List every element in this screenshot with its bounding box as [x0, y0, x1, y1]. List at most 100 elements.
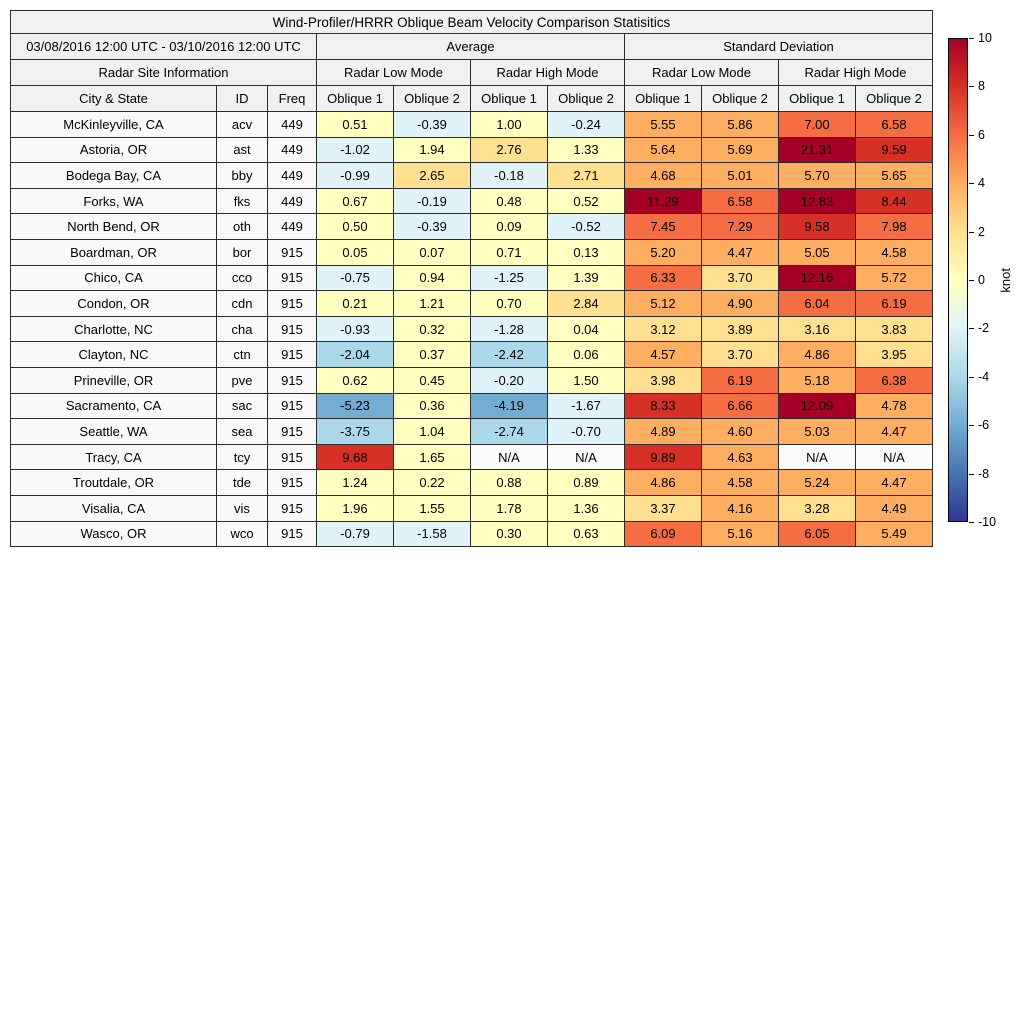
value-cell: 1.00: [470, 111, 548, 138]
site-id-cell: sac: [216, 392, 268, 420]
value-cell: 0.05: [316, 238, 394, 266]
value-cell: 5.18: [778, 366, 856, 394]
value-cell: 2.71: [547, 162, 625, 189]
value-cell: 9.59: [855, 136, 933, 164]
freq-cell: 915: [267, 238, 317, 266]
col-id: ID: [216, 85, 268, 112]
value-cell: 2.84: [547, 290, 625, 317]
value-cell: 6.66: [701, 392, 779, 420]
col-avg-high-oblique2: Oblique 2: [547, 85, 625, 112]
value-cell: -0.93: [316, 315, 394, 343]
colorbar-tick: [969, 86, 974, 88]
value-cell: 1.33: [547, 136, 625, 164]
value-cell: 6.04: [778, 290, 856, 317]
value-cell: -0.79: [316, 520, 394, 548]
freq-cell: 915: [267, 418, 317, 445]
site-id-cell: bor: [216, 238, 268, 266]
value-cell: 0.36: [393, 392, 471, 420]
colorbar-tick-label: 8: [978, 79, 985, 94]
colorbar-tick: [969, 473, 974, 475]
table-row: Astoria, OR ast 449 -1.02 1.94 2.76 1.33 5.64 5.…: [10, 136, 933, 164]
value-cell: 7.29: [701, 213, 779, 240]
site-id-cell: wco: [216, 520, 268, 548]
table-row: Seattle, WA sea 915 -3.75 1.04 -2.74 -0.70 4.89…: [10, 418, 933, 445]
value-cell: 4.90: [701, 290, 779, 317]
city-state-cell: North Bend, OR: [10, 213, 217, 240]
value-cell: 0.88: [470, 469, 548, 496]
table-body: McKinleyville, CA acv 449 0.51 -0.39 1.00 -0.2…: [10, 111, 933, 548]
city-state-cell: Troutdale, OR: [10, 469, 217, 496]
col-city-state: City & State: [10, 85, 217, 112]
value-cell: 0.67: [316, 187, 394, 215]
table-row: Tracy, CA tcy 915 9.68 1.65 N/A N/A 9.89 4.63 N/A…: [10, 443, 933, 471]
title-row: Wind-Profiler/HRRR Oblique Beam Velocity…: [10, 10, 933, 34]
value-cell: 1.04: [393, 418, 471, 445]
value-cell: 5.55: [624, 111, 702, 138]
site-id-cell: tde: [216, 469, 268, 496]
value-cell: 0.52: [547, 187, 625, 215]
value-cell: 1.24: [316, 469, 394, 496]
freq-cell: 449: [267, 136, 317, 164]
value-cell: 4.16: [701, 494, 779, 522]
value-cell: 0.63: [547, 520, 625, 548]
value-cell: N/A: [778, 443, 856, 471]
table-row: Wasco, OR wco 915 -0.79 -1.58 0.30 0.63 6.09 5.1…: [10, 520, 933, 548]
col-sd-low-oblique2: Oblique 2: [701, 85, 779, 112]
table-row: Troutdale, OR tde 915 1.24 0.22 0.88 0.89 4.86 4…: [10, 469, 933, 496]
value-cell: 0.21: [316, 290, 394, 317]
city-state-cell: Condon, OR: [10, 290, 217, 317]
radar-site-information: Radar Site Information: [10, 59, 317, 86]
value-cell: 1.21: [393, 290, 471, 317]
site-id-cell: pve: [216, 366, 268, 394]
city-state-cell: Tracy, CA: [10, 443, 217, 471]
colorbar-unit: knot: [996, 38, 1014, 522]
value-cell: 12.83: [778, 187, 856, 215]
site-id-cell: bby: [216, 162, 268, 189]
value-cell: 5.16: [701, 520, 779, 548]
value-cell: 5.65: [855, 162, 933, 189]
col-sd-high-oblique1: Oblique 1: [778, 85, 856, 112]
value-cell: 5.12: [624, 290, 702, 317]
value-cell: 6.38: [855, 366, 933, 394]
value-cell: 0.70: [470, 290, 548, 317]
value-cell: -1.67: [547, 392, 625, 420]
value-cell: -0.70: [547, 418, 625, 445]
value-cell: 5.20: [624, 238, 702, 266]
freq-cell: 915: [267, 443, 317, 471]
value-cell: 4.78: [855, 392, 933, 420]
value-cell: 1.50: [547, 366, 625, 394]
freq-cell: 449: [267, 162, 317, 189]
value-cell: 4.58: [701, 469, 779, 496]
city-state-cell: Charlotte, NC: [10, 315, 217, 343]
colorbar-tick: [969, 134, 974, 136]
city-state-cell: Astoria, OR: [10, 136, 217, 164]
value-cell: 4.86: [778, 341, 856, 368]
value-cell: 0.07: [393, 238, 471, 266]
value-cell: 0.71: [470, 238, 548, 266]
value-cell: 8.33: [624, 392, 702, 420]
value-cell: 0.94: [393, 264, 471, 292]
value-cell: 1.39: [547, 264, 625, 292]
value-cell: 4.86: [624, 469, 702, 496]
city-state-cell: McKinleyville, CA: [10, 111, 217, 138]
value-cell: -0.24: [547, 111, 625, 138]
value-cell: -1.58: [393, 520, 471, 548]
value-cell: -0.19: [393, 187, 471, 215]
freq-cell: 915: [267, 315, 317, 343]
value-cell: N/A: [855, 443, 933, 471]
value-cell: 0.04: [547, 315, 625, 343]
value-cell: 12.09: [778, 392, 856, 420]
value-cell: 0.51: [316, 111, 394, 138]
city-state-cell: Wasco, OR: [10, 520, 217, 548]
value-cell: 0.30: [470, 520, 548, 548]
value-cell: 3.95: [855, 341, 933, 368]
site-id-cell: tcy: [216, 443, 268, 471]
value-cell: 9.68: [316, 443, 394, 471]
value-cell: -0.20: [470, 366, 548, 394]
sd-radar-low-mode: Radar Low Mode: [624, 59, 779, 86]
table-row: Sacramento, CA sac 915 -5.23 0.36 -4.19 -1.67 8…: [10, 392, 933, 420]
city-state-cell: Forks, WA: [10, 187, 217, 215]
col-avg-low-oblique1: Oblique 1: [316, 85, 394, 112]
value-cell: 6.09: [624, 520, 702, 548]
value-cell: 12.16: [778, 264, 856, 292]
